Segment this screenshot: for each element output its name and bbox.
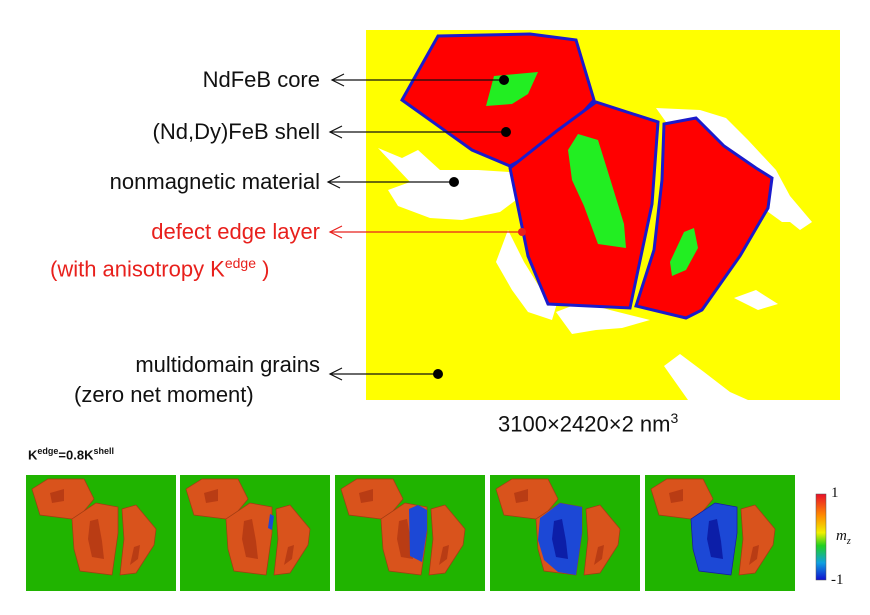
- colorbar-max-label: 1: [831, 485, 839, 501]
- panel-caption: Kedge=0.8Kshell: [28, 446, 114, 463]
- nonmagnetic-region: [770, 190, 812, 230]
- grain-2-core: [568, 134, 626, 248]
- colorbar: [815, 493, 827, 581]
- microstructure-map: [366, 30, 840, 400]
- panel-2-reversal: [268, 514, 274, 530]
- defect-edge-marker: [518, 228, 526, 236]
- panel-3-reversal: [409, 505, 427, 562]
- dimensions-label: 3100×2420×2 nm3: [498, 410, 679, 437]
- label-defect-edge: defect edge layer: [151, 219, 320, 244]
- shell-marker: [501, 127, 511, 137]
- nonmagnetic-region: [734, 290, 778, 310]
- nonmagnetic-region: [556, 302, 650, 334]
- leader-lines: [326, 73, 526, 381]
- nonmagnetic-region: [664, 354, 748, 400]
- label-shell: (Nd,Dy)FeB shell: [152, 119, 320, 144]
- label-nonmagnetic: nonmagnetic material: [109, 169, 320, 194]
- colorbar-min-label: -1: [831, 572, 844, 588]
- colorbar-title: mz: [836, 528, 851, 547]
- grain-3-core: [670, 228, 698, 276]
- nonmagnetic-region: [496, 230, 558, 320]
- nonmagnetic-marker: [449, 177, 459, 187]
- panel-1-grains: [26, 475, 176, 591]
- simulation-panels: [26, 475, 795, 591]
- nonmagnetic-region: [378, 148, 516, 220]
- grain-3-shell: [634, 116, 774, 320]
- label-zero-net-moment: (zero net moment): [74, 382, 254, 407]
- label-multidomain: multidomain grains: [135, 352, 320, 377]
- core-marker: [499, 75, 509, 85]
- label-core: NdFeB core: [202, 67, 320, 92]
- multidomain-marker: [433, 369, 443, 379]
- panel-2-grains: [180, 475, 330, 591]
- label-defect-anisotropy: (with anisotropy Kedge ): [50, 255, 270, 282]
